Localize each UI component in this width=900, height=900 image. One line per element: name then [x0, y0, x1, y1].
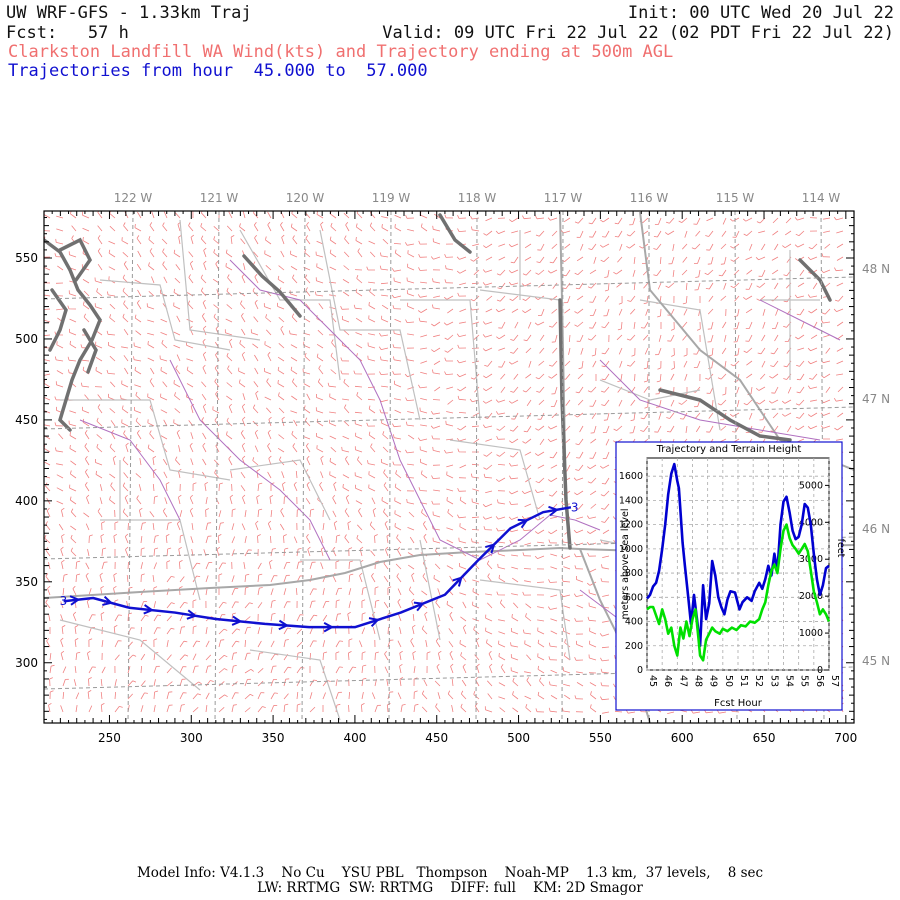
- model-info-line2: LW: RRTMG SW: RRTMG DIFF: full KM: 2D Sm…: [257, 880, 643, 896]
- trajectory-path: [63, 505, 572, 633]
- chart-y-tick: 200: [625, 641, 643, 652]
- lat-label: 46 N: [862, 522, 890, 536]
- chart-y-tick-right: 3000: [799, 554, 823, 565]
- x-tick-label: 600: [671, 731, 694, 745]
- chart-x-tick: 56: [814, 675, 825, 687]
- y-tick-label: 450: [15, 413, 38, 427]
- x-tick-label: 650: [753, 731, 776, 745]
- trajectory-arrow: [413, 601, 425, 612]
- trajectory-arrow: [102, 595, 114, 606]
- y-tick-label: 350: [15, 575, 38, 589]
- chart-x-tick: 53: [768, 675, 779, 687]
- chart-x-tick: 45: [647, 675, 658, 687]
- forecast-hour: Fcst: 57 h: [6, 23, 129, 43]
- chart-y-label: meters above sea level: [620, 509, 631, 620]
- lon-label: 120 W: [286, 191, 325, 205]
- longitude-labels: 122 W 121 W 120 W 119 W 118 W 117 W 116 W 115 W…: [114, 191, 841, 205]
- chart-y-tick: 600: [625, 592, 643, 603]
- x-tick-label: 450: [425, 731, 448, 745]
- chart-y-tick-right: 5000: [799, 480, 823, 491]
- chart-y-tick: 800: [625, 568, 643, 579]
- end-marker: 3: [571, 500, 579, 514]
- chart-x-tick: 52: [753, 675, 764, 687]
- chart-x-tick: 46: [662, 675, 673, 687]
- trajectory-arrow: [548, 505, 560, 517]
- chart-y-tick-right: 1000: [799, 628, 823, 639]
- model-title: UW WRF-GFS - 1.33km Traj: [6, 3, 252, 23]
- x-tick-label: 500: [507, 731, 530, 745]
- chart-x-tick: 51: [738, 675, 749, 687]
- chart-y-tick: 400: [625, 617, 643, 628]
- lon-label: 114 W: [802, 191, 841, 205]
- trajectory-arrow: [186, 609, 198, 620]
- terrain-height-line: [646, 523, 831, 662]
- product-title: Clarkston Landfill WA Wind(kts) and Traj…: [8, 42, 674, 62]
- trajectory-arrow: [452, 576, 463, 587]
- chart-x-tick: 48: [693, 675, 704, 687]
- chart-x-label: Fcst Hour: [714, 698, 763, 709]
- axis-ticks: [44, 211, 855, 723]
- coastline: [44, 213, 832, 550]
- lat-label: 45 N: [862, 654, 890, 668]
- lat-label: 48 N: [862, 262, 890, 276]
- trajectory-arrow: [323, 621, 335, 633]
- y-tick-label: 550: [15, 251, 38, 265]
- chart-x-tick: 57: [829, 675, 840, 687]
- x-tick-label: 250: [98, 731, 121, 745]
- x-tick-label: 550: [589, 731, 612, 745]
- chart-x-tick: 49: [708, 675, 719, 687]
- valid-time: Valid: 09 UTC Fri 22 Jul 22 (02 PDT Fri …: [382, 23, 894, 43]
- lon-label: 118 W: [458, 191, 497, 205]
- chart-x-tick: 47: [677, 675, 688, 687]
- model-info-line1: Model Info: V4.1.3 No Cu YSU PBL Thompso…: [136, 865, 764, 881]
- lon-label: 117 W: [544, 191, 583, 205]
- trajectory-arrow: [485, 543, 496, 554]
- chart-x-tick: 54: [784, 675, 795, 687]
- y-axis-labels: 550 500 450 400 350 300: [15, 251, 38, 670]
- x-axis-labels: 250 300 350 400 450 500 550 600 650 700: [98, 731, 857, 745]
- lon-label: 119 W: [372, 191, 411, 205]
- lon-label: 122 W: [114, 191, 153, 205]
- y-tick-label: 400: [15, 494, 38, 508]
- init-time: Init: 00 UTC Wed 20 Jul 22: [627, 3, 894, 23]
- chart-x-tick: 55: [799, 675, 810, 687]
- chart-y-tick: 0: [637, 665, 643, 676]
- trajectory-hours: Trajectories from hour 45.000 to 57.000: [8, 61, 428, 81]
- trajectory-arrow: [278, 619, 290, 631]
- lat-label: 47 N: [862, 392, 890, 406]
- lon-label: 116 W: [630, 191, 669, 205]
- lon-label: 115 W: [716, 191, 755, 205]
- rivers: [79, 259, 841, 701]
- trajectory-terrain-chart: Trajectory and Terrain Height 45 46 47 48 49…: [615, 441, 846, 711]
- x-tick-label: 350: [262, 731, 285, 745]
- chart-title: Trajectory and Terrain Height: [656, 444, 802, 455]
- chart-y-tick: 1000: [619, 544, 643, 555]
- trajectory-arrow: [517, 518, 529, 529]
- y-tick-label: 300: [15, 656, 38, 670]
- chart-y-tick-right: 0: [817, 665, 823, 676]
- trajectory-arrow: [143, 604, 155, 615]
- latitude-labels: 48 N 47 N 46 N 45 N: [862, 262, 890, 668]
- chart-y-tick: 1400: [619, 495, 643, 506]
- chart-y-label-right: feet: [835, 539, 846, 558]
- trajectory-arrow: [69, 595, 81, 606]
- chart-y-tick: 1200: [619, 520, 643, 531]
- map-frame: [43, 210, 855, 724]
- chart-x-tick: 50: [723, 675, 734, 687]
- trajectory-height-line: [646, 462, 830, 648]
- lon-label: 121 W: [200, 191, 239, 205]
- chart-y-tick: 1600: [619, 471, 643, 482]
- trajectory-arrow: [231, 615, 243, 626]
- x-tick-label: 300: [180, 731, 203, 745]
- start-marker: 3: [60, 594, 68, 608]
- y-tick-label: 500: [15, 332, 38, 346]
- x-tick-label: 700: [834, 731, 857, 745]
- chart-y-tick-right: 2000: [799, 591, 823, 602]
- trajectory-arrow: [368, 617, 380, 628]
- x-tick-label: 400: [343, 731, 366, 745]
